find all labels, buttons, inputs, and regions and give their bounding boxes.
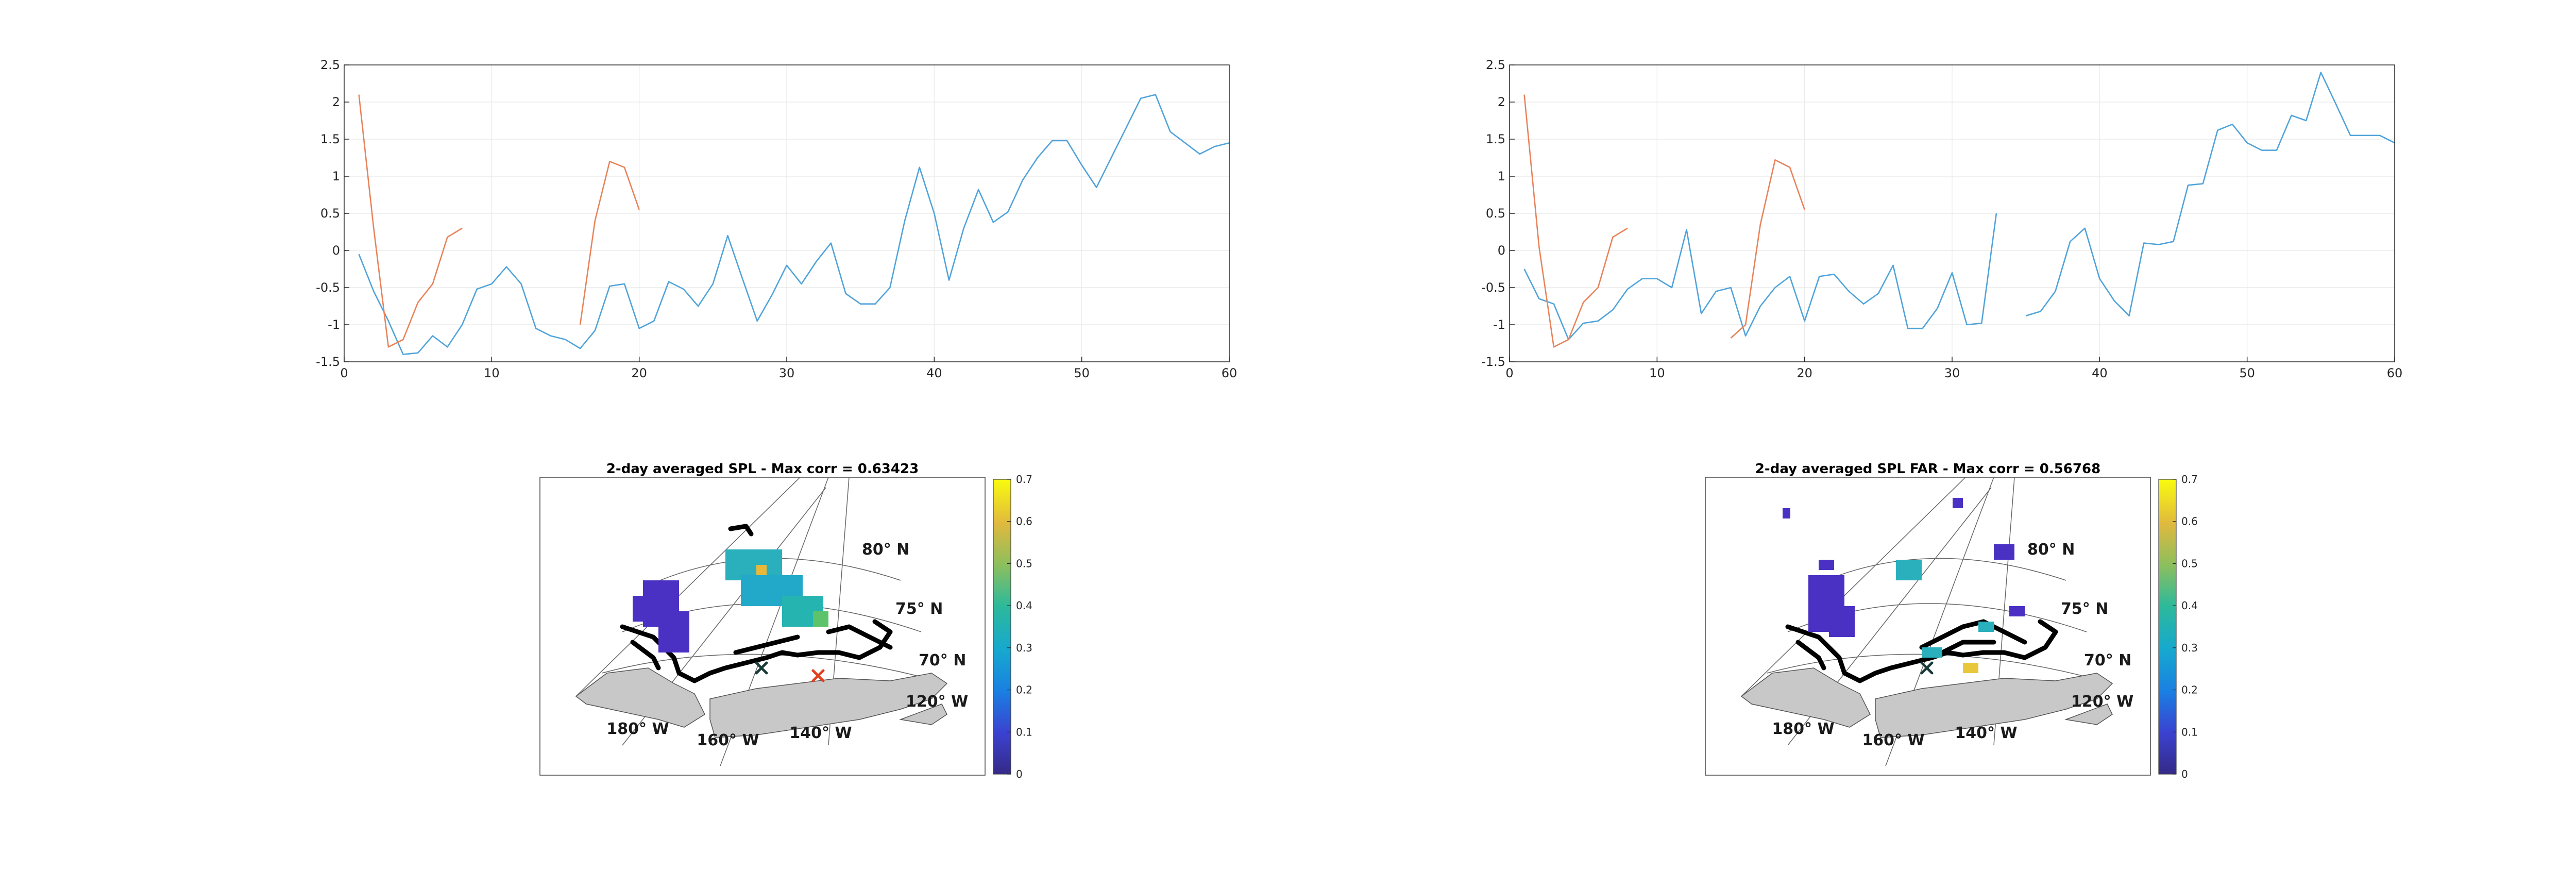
colorbar-gradient	[993, 479, 1011, 775]
colorbar-tick-label: 0.6	[2181, 515, 2198, 528]
lat-label-70: 70° N	[919, 651, 966, 670]
y-tick-label: -0.5	[316, 280, 340, 295]
lon-label-120w: 120° W	[906, 693, 968, 711]
colorbar-gradient	[2158, 479, 2177, 775]
colorbar-tick-label: 0	[1016, 768, 1023, 780]
lon-label-160w: 160° W	[1862, 731, 1924, 749]
x-tick-label: 30	[779, 366, 795, 380]
colorbar-spl-far: 0 0.1 0.2 0.3 0.4 0.5 0.6 0.7	[2158, 473, 2198, 780]
colorbar-tick-label: 0.3	[2181, 642, 2198, 654]
y-tick-label: 0	[1498, 243, 1505, 258]
x-tick-label: 40	[2092, 366, 2108, 380]
colorbar-tick-label: 0.7	[1016, 473, 1032, 486]
y-tick-label: 2	[1498, 95, 1505, 109]
x-tick-label: 0	[340, 366, 348, 380]
colorbar-tick-label: 0.4	[1016, 599, 1032, 612]
colorbar-tick-label: 0.2	[1016, 684, 1032, 696]
y-tick-label: 0.5	[320, 206, 340, 221]
y-tick-label: 1	[1498, 169, 1505, 183]
x-tick-label: 20	[1797, 366, 1812, 380]
colorbar-tick-label: 0.7	[2181, 473, 2198, 486]
map-panel-spl-far: 2-day averaged SPL FAR - Max corr = 0.56…	[1705, 461, 2151, 776]
colorbar-spl: 0 0.1 0.2 0.3 0.4 0.5 0.6 0.7	[993, 473, 1032, 780]
x-tick-label: 50	[1074, 366, 1090, 380]
lon-label-180w: 180° W	[606, 720, 669, 738]
x-tick-label: 10	[1649, 366, 1665, 380]
lon-label-140w: 140° W	[789, 724, 852, 742]
land-mass	[1740, 667, 2113, 738]
y-tick-label: 0.5	[1486, 206, 1505, 221]
x-tick-label: 60	[2387, 366, 2403, 380]
line-chart-1: 0 10 20 30 40 50 60 -1.5 -1 -0.5 0 0.5 1 1.5 2 2.5	[316, 58, 1237, 380]
x-tick-label: 30	[1944, 366, 1960, 380]
lat-label-75: 75° N	[2061, 600, 2108, 618]
y-tick-label: 0	[332, 243, 340, 258]
lon-label-180w: 180° W	[1772, 720, 1834, 738]
y-tick-label: -1.5	[316, 355, 340, 369]
lon-labels: 120° W 140° W 160° W 180° W	[606, 693, 968, 749]
y-tick-label: 1	[332, 169, 340, 183]
land-mass	[575, 667, 948, 738]
map-title: 2-day averaged SPL - Max corr = 0.63423	[606, 461, 919, 477]
x-tick-label: 0	[1505, 366, 1513, 380]
lon-label-120w: 120° W	[2071, 693, 2133, 711]
y-tick-label: 2.5	[320, 58, 340, 72]
colorbar-tick-label: 0.5	[1016, 557, 1032, 570]
y-tick-label: -1	[328, 317, 340, 332]
colorbar-tick-label: 0.2	[2181, 684, 2198, 696]
y-tick-label: 2.5	[1486, 58, 1505, 72]
lat-labels: 80° N 75° N 70° N	[862, 541, 966, 670]
lat-label-80: 80° N	[2027, 541, 2075, 559]
coast-track	[1785, 619, 2058, 683]
y-tick-label: 2	[332, 95, 340, 109]
colorbar-tick-label: 0.3	[1016, 642, 1032, 654]
correlation-cells	[1783, 498, 2025, 673]
colorbar-tick-label: 0.6	[1016, 515, 1032, 528]
x-tick-label: 10	[484, 366, 500, 380]
site-markers	[1920, 661, 1934, 675]
y-tick-label: -1.5	[1481, 355, 1505, 369]
lon-label-160w: 160° W	[697, 731, 759, 749]
colorbar-tick-label: 0.1	[2181, 726, 2198, 738]
lon-label-140w: 140° W	[1955, 724, 2017, 742]
colorbar-tick-label: 0.4	[2181, 599, 2198, 612]
correlation-cells	[633, 549, 828, 652]
map-title: 2-day averaged SPL FAR - Max corr = 0.56…	[1755, 461, 2100, 477]
x-tick-label: 60	[1222, 366, 1238, 380]
line-chart-2: 0 10 20 30 40 50 60 -1.5 -1 -0.5 0 0.5 1 1.5 2 2.5	[1481, 58, 2402, 380]
colorbar-tick-label: 0.5	[2181, 557, 2198, 570]
lat-label-70: 70° N	[2084, 651, 2131, 670]
x-tick-label: 50	[2239, 366, 2255, 380]
lon-labels: 120° W 140° W 160° W 180° W	[1772, 693, 2133, 749]
x-tick-label: 20	[631, 366, 647, 380]
series-line-orange	[1730, 159, 1805, 339]
series-line-orange	[579, 160, 640, 325]
series-line-blue	[2025, 72, 2395, 317]
site-markers	[755, 661, 825, 682]
lat-label-80: 80° N	[862, 541, 909, 559]
lat-label-75: 75° N	[895, 600, 943, 618]
colorbar-tick-label: 0	[2181, 768, 2188, 780]
series-line-blue	[358, 94, 1230, 355]
y-tick-label: -1	[1493, 317, 1505, 332]
y-tick-label: 1.5	[1486, 132, 1505, 146]
colorbar-tick-label: 0.1	[1016, 726, 1032, 738]
y-tick-label: -0.5	[1481, 280, 1505, 295]
y-tick-label: 1.5	[320, 132, 340, 146]
series-line-orange	[1523, 94, 1628, 348]
lat-labels: 80° N 75° N 70° N	[2027, 541, 2131, 670]
series-line-blue	[1523, 213, 1997, 341]
series-line-orange	[358, 94, 463, 348]
x-tick-label: 40	[926, 366, 942, 380]
map-panel-spl: 2-day averaged SPL - Max corr = 0.63423	[539, 461, 986, 776]
